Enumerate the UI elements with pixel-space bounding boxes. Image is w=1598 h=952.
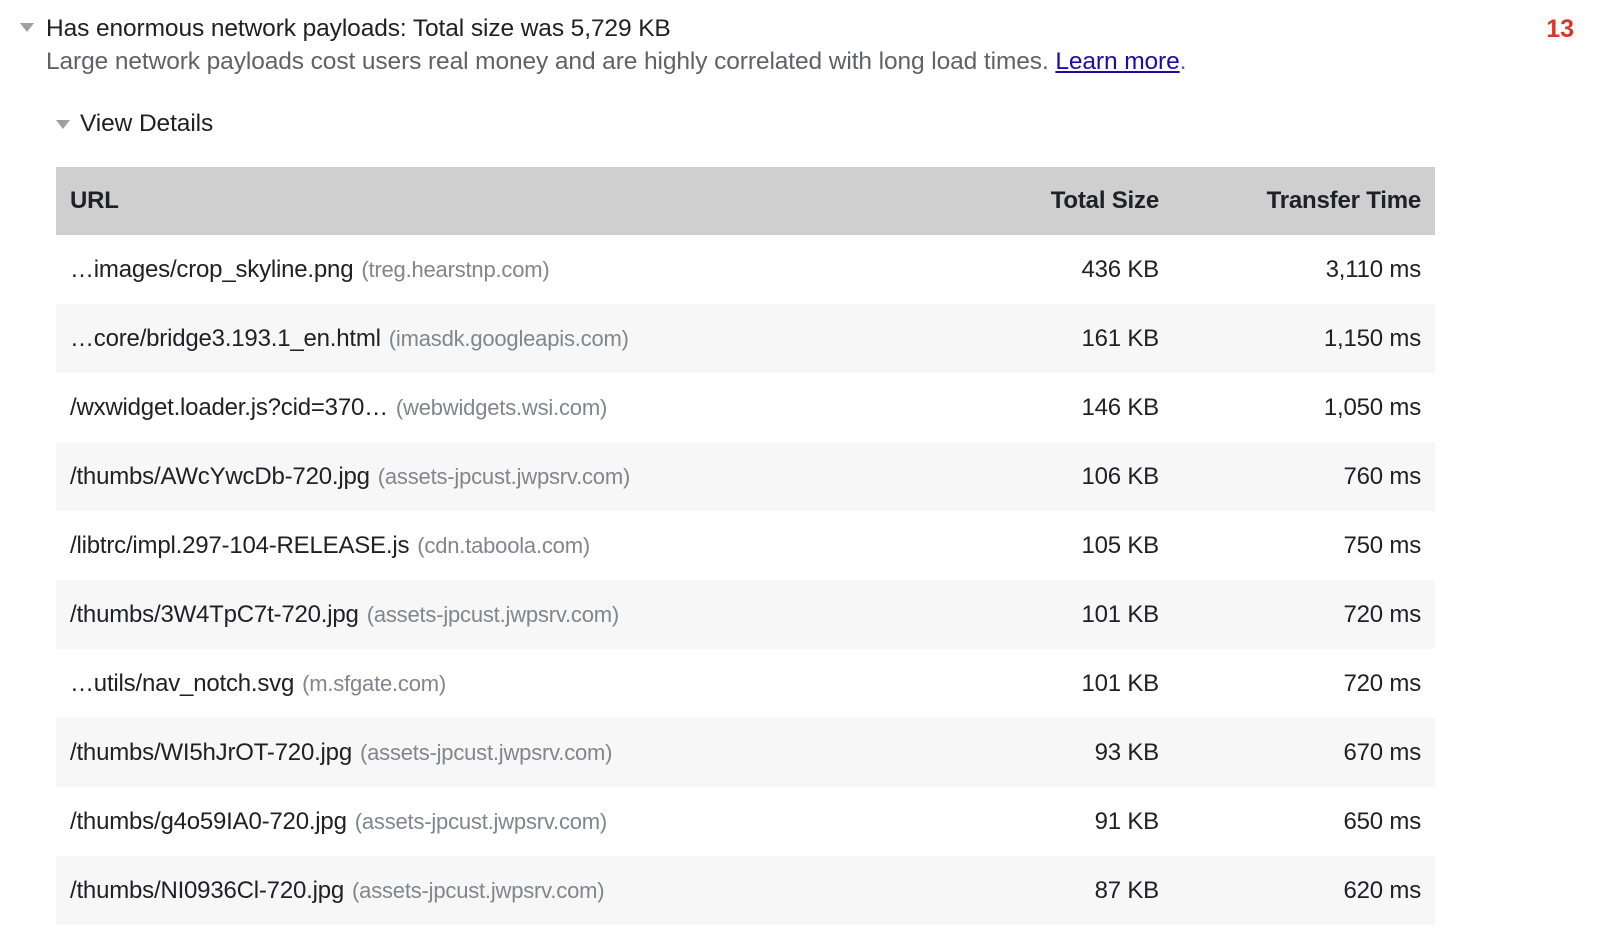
view-details-toggle[interactable]: View Details [56,109,213,139]
url-path: /wxwidget.loader.js?cid=370… [70,393,388,421]
cell-url[interactable]: …images/crop_skyline.png (treg.hearstnp.c… [56,235,911,304]
table-row: /thumbs/WI5hJrOT-720.jpg (assets-jpcust.j… [56,718,1435,787]
audit-description-text: Large network payloads cost users real m… [46,48,1056,75]
cell-transfer-time: 720 ms [1172,580,1435,649]
cell-transfer-time: 3,110 ms [1172,235,1435,304]
url-host: (cdn.taboola.com) [417,532,590,558]
table-row: …core/bridge3.193.1_en.html (imasdk.googl… [56,304,1435,373]
column-header-size[interactable]: Total Size [910,167,1173,235]
table-row: …utils/nav_notch.svg (m.sfgate.com) 101 KB… [56,649,1435,718]
cell-transfer-time: 620 ms [1172,856,1435,925]
url-host: (assets-jpcust.jwpsrv.com) [354,808,608,834]
cell-transfer-time: 750 ms [1172,511,1435,580]
url-host: (assets-jpcust.jwpsrv.com) [377,463,631,489]
url-host: (assets-jpcust.jwpsrv.com) [359,739,613,765]
cell-transfer-time: 1,050 ms [1172,373,1435,442]
cell-url[interactable]: /libtrc/impl.297-104-RELEASE.js (cdn.tabo… [56,511,911,580]
url-path: /libtrc/impl.297-104-RELEASE.js [70,531,410,559]
url-host: (webwidgets.wsi.com) [395,394,608,420]
table-row: …images/crop_skyline.png (treg.hearstnp.c… [56,235,1435,304]
cell-total-size: 93 KB [910,718,1173,787]
column-header-time[interactable]: Transfer Time [1172,167,1435,235]
url-path: /thumbs/3W4TpC7t-720.jpg [70,600,359,628]
cell-url[interactable]: /thumbs/NI0936Cl-720.jpg (assets-jpcust.j… [56,856,911,925]
cell-total-size: 106 KB [910,442,1173,511]
url-host: (assets-jpcust.jwpsrv.com) [352,877,605,903]
audit-description: Large network payloads cost users real m… [46,44,1526,80]
url-host: (imasdk.googleapis.com) [388,325,629,351]
url-path: …core/bridge3.193.1_en.html [70,324,381,352]
url-path: …utils/nav_notch.svg [70,669,295,697]
audit-description-suffix: . [1179,48,1187,75]
cell-url[interactable]: …utils/nav_notch.svg (m.sfgate.com) [56,649,911,718]
audit-title: Has enormous network payloads: Total siz… [46,15,671,42]
cell-total-size: 87 KB [910,856,1173,925]
cell-url[interactable]: /wxwidget.loader.js?cid=370… (webwidgets.… [56,373,911,442]
table-row: /thumbs/NI0936Cl-720.jpg (assets-jpcust.j… [56,856,1435,925]
table-row: /thumbs/AWcYwcDb-720.jpg (assets-jpcust.j… [56,442,1435,511]
cell-transfer-time: 650 ms [1172,787,1435,856]
cell-total-size: 161 KB [910,304,1173,373]
url-path: /thumbs/AWcYwcDb-720.jpg [70,462,370,490]
cell-transfer-time: 670 ms [1172,718,1435,787]
table-row: /wxwidget.loader.js?cid=370… (webwidgets.… [56,373,1435,442]
details-table-wrapper: URL Total Size Transfer Time …images/cro… [56,167,1435,925]
column-header-url[interactable]: URL [56,167,911,235]
table-row: /thumbs/3W4TpC7t-720.jpg (assets-jpcust.j… [56,580,1435,649]
triangle-down-icon [20,22,34,32]
url-path: /thumbs/WI5hJrOT-720.jpg [70,738,352,766]
cell-url[interactable]: /thumbs/AWcYwcDb-720.jpg (assets-jpcust.j… [56,442,911,511]
cell-total-size: 101 KB [910,649,1173,718]
cell-total-size: 91 KB [910,787,1173,856]
audit-score: 13 [1546,15,1574,43]
audit-header: Has enormous network payloads: Total siz… [0,0,1598,80]
cell-url[interactable]: /thumbs/WI5hJrOT-720.jpg (assets-jpcust.j… [56,718,911,787]
url-host: (assets-jpcust.jwpsrv.com) [366,601,620,627]
cell-url[interactable]: /thumbs/3W4TpC7t-720.jpg (assets-jpcust.j… [56,580,911,649]
network-payload-table: URL Total Size Transfer Time …images/cro… [56,167,1435,925]
cell-url[interactable]: /thumbs/g4o59IA0-720.jpg (assets-jpcust.j… [56,787,911,856]
cell-total-size: 146 KB [910,373,1173,442]
view-details-label: View Details [80,110,214,137]
audit-text-block: Has enormous network payloads: Total siz… [46,14,1526,80]
triangle-down-icon [56,119,70,129]
url-path: /thumbs/NI0936Cl-720.jpg [70,876,345,904]
cell-url[interactable]: …core/bridge3.193.1_en.html (imasdk.googl… [56,304,911,373]
cell-transfer-time: 1,150 ms [1172,304,1435,373]
learn-more-link[interactable]: Learn more [1055,48,1180,75]
url-host: (m.sfgate.com) [302,670,447,696]
audit-expand-toggle[interactable] [18,14,36,40]
table-header-row: URL Total Size Transfer Time [56,167,1435,235]
url-path: /thumbs/g4o59IA0-720.jpg [70,807,347,835]
table-body: …images/crop_skyline.png (treg.hearstnp.c… [56,235,1435,925]
cell-transfer-time: 720 ms [1172,649,1435,718]
table-row: /libtrc/impl.297-104-RELEASE.js (cdn.tabo… [56,511,1435,580]
cell-total-size: 105 KB [910,511,1173,580]
cell-total-size: 436 KB [910,235,1173,304]
url-host: (treg.hearstnp.com) [361,256,550,282]
url-path: …images/crop_skyline.png [70,255,354,283]
cell-total-size: 101 KB [910,580,1173,649]
cell-transfer-time: 760 ms [1172,442,1435,511]
table-head: URL Total Size Transfer Time [56,167,1435,235]
table-row: /thumbs/g4o59IA0-720.jpg (assets-jpcust.j… [56,787,1435,856]
